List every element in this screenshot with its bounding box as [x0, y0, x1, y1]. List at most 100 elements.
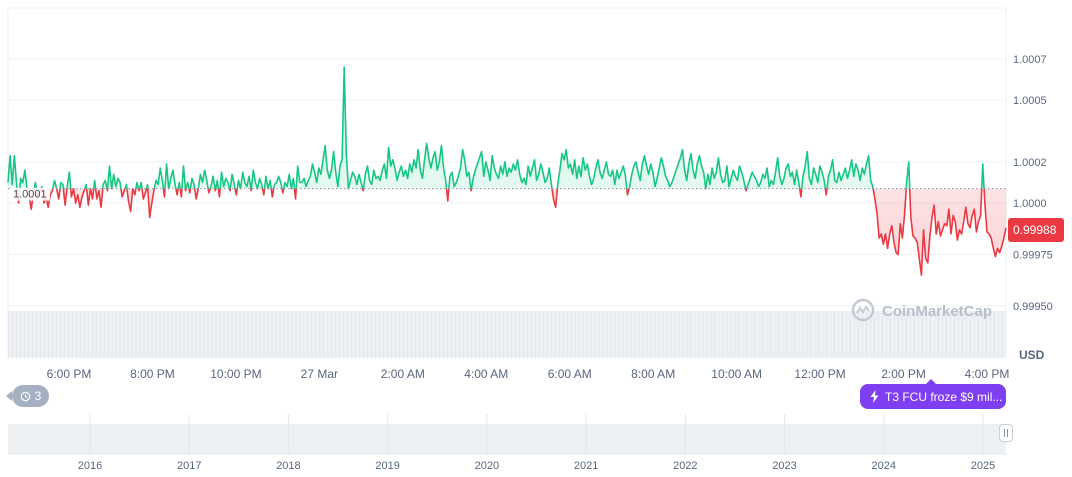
- events-count: 3: [34, 389, 42, 403]
- volume-bar: [351, 311, 353, 358]
- volume-bar: [423, 311, 424, 358]
- volume-bar: [343, 311, 345, 358]
- navigator-handle[interactable]: [999, 424, 1013, 442]
- volume-bar: [874, 311, 876, 358]
- volume-bar: [790, 311, 792, 358]
- volume-bar: [371, 311, 373, 358]
- volume-bar: [654, 311, 656, 358]
- volume-bar: [534, 311, 536, 358]
- volume-bar: [826, 311, 828, 358]
- volume-bar: [407, 311, 408, 358]
- volume-bar: [758, 311, 760, 358]
- volume-bar: [339, 311, 341, 358]
- news-badge[interactable]: T3 FCU froze $9 mil...: [860, 379, 1006, 409]
- volume-bar: [307, 311, 309, 358]
- volume-bar: [139, 311, 141, 358]
- reference-label: 1.0001: [13, 189, 47, 201]
- volume-bar: [814, 311, 816, 358]
- price-line[interactable]: [7, 66, 1007, 276]
- volume-bar: [982, 311, 983, 358]
- volume-bar: [167, 311, 169, 358]
- volume-bar: [451, 311, 452, 358]
- volume-bar: [858, 311, 860, 358]
- navigator-tick-label: 2016: [78, 460, 102, 472]
- volume-bar: [774, 311, 776, 358]
- volume-bar: [718, 311, 720, 358]
- volume-bar: [942, 311, 943, 358]
- volume-bar: [391, 311, 393, 358]
- volume-bar: [123, 311, 125, 358]
- x-axis: 6:00 PM 8:00 PM 10:00 PM 27 Mar 2:00 AM 4:00 …: [47, 367, 1010, 381]
- volume-bar: [578, 311, 580, 358]
- volume-bar: [978, 311, 979, 358]
- navigator-tick-label: 2024: [872, 460, 896, 472]
- volume-bar: [387, 311, 389, 358]
- volume-bar: [299, 311, 301, 358]
- volume-bar: [818, 311, 820, 358]
- volume-bar: [682, 311, 684, 358]
- volume-bar: [674, 311, 676, 358]
- volume-bar: [794, 311, 796, 358]
- volume-bar: [27, 311, 29, 358]
- volume-bar: [31, 311, 33, 358]
- volume-bar: [666, 311, 668, 358]
- x-tick-label: 27 Mar: [301, 367, 338, 381]
- volume-bar: [211, 311, 213, 358]
- volume-bar: [427, 311, 428, 358]
- volume-bar: [271, 311, 273, 358]
- volume-bar: [878, 311, 880, 358]
- volume-bar: [439, 311, 440, 358]
- volume-bar: [91, 311, 93, 358]
- x-tick-label: 8:00 AM: [631, 367, 675, 381]
- volume-bar: [63, 311, 65, 358]
- volume-bar: [606, 311, 608, 358]
- navigator-tick-label: 2017: [177, 460, 201, 472]
- volume-bar: [566, 311, 568, 358]
- y-tick-label: 0.99975: [1013, 250, 1053, 262]
- volume-bar: [251, 311, 253, 358]
- navigator-area[interactable]: [8, 424, 1006, 454]
- volume-bar: [722, 311, 724, 358]
- y-tick-label: 1.0005: [1013, 95, 1047, 107]
- volume-bar: [359, 311, 361, 358]
- navigator-tick-label: 2025: [971, 460, 995, 472]
- volume-bar: [287, 311, 289, 358]
- volume-bar: [622, 311, 624, 358]
- x-tick-label: 8:00 PM: [130, 367, 175, 381]
- volume-bar: [231, 311, 233, 358]
- volume-bar: [542, 311, 544, 358]
- volume-bar: [938, 311, 939, 358]
- volume-bar: [834, 311, 836, 358]
- price-line-up[interactable]: [7, 66, 1006, 275]
- volume-bar: [151, 311, 153, 358]
- volume-bar: [495, 311, 496, 358]
- volume-bar: [850, 311, 852, 358]
- volume-bar: [455, 311, 456, 358]
- volume-bar: [930, 311, 931, 358]
- volume-bar: [998, 311, 999, 358]
- volume-bar: [650, 311, 652, 358]
- volume-bar: [243, 311, 245, 358]
- volume-bar: [714, 311, 716, 358]
- volume-bar: [275, 311, 277, 358]
- current-price-label: 0.99988: [1013, 223, 1057, 237]
- volume-bar: [754, 311, 756, 358]
- volume-bar: [255, 311, 257, 358]
- volume-bar: [447, 311, 448, 358]
- volume-bar: [638, 311, 640, 358]
- events-badge[interactable]: 3: [6, 385, 49, 407]
- volume-bar: [922, 311, 923, 358]
- volume-bar: [854, 311, 856, 358]
- volume-bar: [778, 311, 780, 358]
- volume-bar: [479, 311, 480, 358]
- x-tick-label: 6:00 AM: [548, 367, 592, 381]
- volume-bar: [227, 311, 229, 358]
- volume-bar: [658, 311, 660, 358]
- volume-bar: [782, 311, 784, 358]
- volume-bar: [71, 311, 73, 358]
- volume-bar: [862, 311, 864, 358]
- volume-bar: [487, 311, 488, 358]
- volume-bar: [291, 311, 293, 358]
